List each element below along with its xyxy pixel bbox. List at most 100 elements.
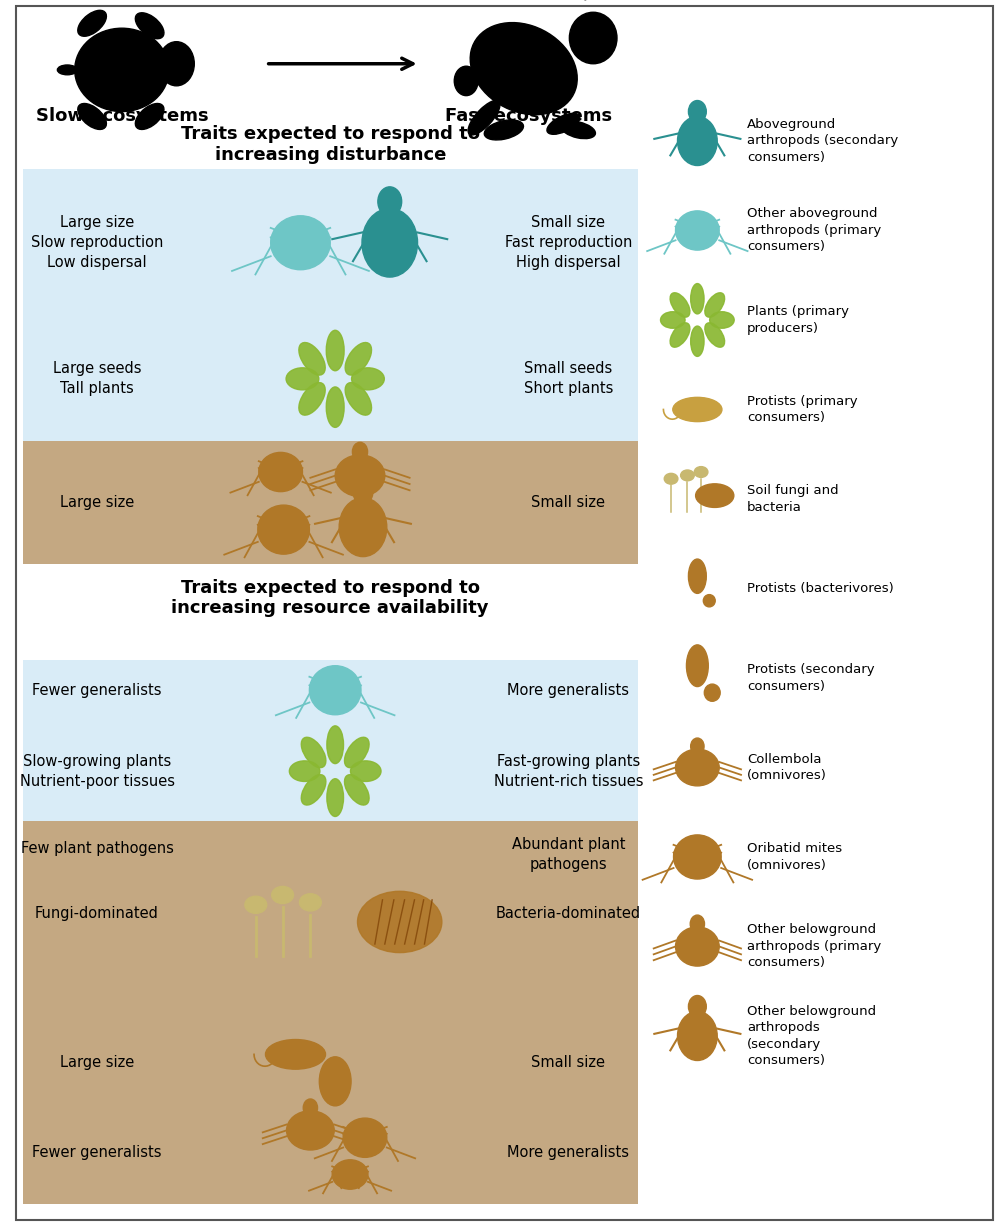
Text: Protists (secondary
consumers): Protists (secondary consumers) — [747, 663, 875, 693]
Ellipse shape — [696, 484, 734, 508]
Circle shape — [690, 915, 705, 933]
Text: More generalists: More generalists — [507, 683, 629, 698]
Ellipse shape — [345, 383, 372, 416]
Text: Large size
Slow reproduction
Low dispersal: Large size Slow reproduction Low dispers… — [31, 216, 163, 270]
Ellipse shape — [676, 211, 719, 250]
Circle shape — [352, 443, 368, 461]
Ellipse shape — [299, 894, 321, 911]
Ellipse shape — [75, 28, 169, 112]
Circle shape — [159, 42, 194, 86]
Ellipse shape — [135, 12, 164, 39]
Ellipse shape — [704, 684, 720, 701]
Ellipse shape — [135, 103, 164, 130]
Circle shape — [362, 208, 418, 277]
Text: Abundant plant
pathogens: Abundant plant pathogens — [512, 837, 625, 872]
Ellipse shape — [705, 293, 725, 318]
Ellipse shape — [358, 891, 442, 953]
Text: Aboveground
arthropods (secondary
consumers): Aboveground arthropods (secondary consum… — [747, 118, 898, 164]
Text: Traits expected to respond to
increasing resource availability: Traits expected to respond to increasing… — [171, 579, 489, 618]
Ellipse shape — [271, 216, 330, 270]
Ellipse shape — [484, 120, 523, 140]
Ellipse shape — [569, 12, 617, 64]
Ellipse shape — [561, 121, 595, 139]
Text: Small size
Fast reproduction
High dispersal: Small size Fast reproduction High disper… — [505, 216, 632, 270]
Circle shape — [678, 116, 717, 166]
Ellipse shape — [344, 775, 369, 805]
Ellipse shape — [470, 22, 577, 115]
Text: Fewer generalists: Fewer generalists — [32, 683, 162, 698]
Circle shape — [378, 186, 402, 216]
Ellipse shape — [286, 368, 319, 390]
Ellipse shape — [661, 311, 685, 329]
Ellipse shape — [245, 896, 267, 913]
Ellipse shape — [691, 283, 704, 314]
Text: Large seeds
Tall plants: Large seeds Tall plants — [53, 362, 141, 396]
Ellipse shape — [319, 1057, 351, 1106]
Ellipse shape — [332, 1160, 368, 1189]
Text: Slow ecosystems: Slow ecosystems — [36, 107, 208, 125]
Ellipse shape — [676, 749, 719, 786]
Ellipse shape — [299, 383, 325, 416]
Text: Fast ecosystems: Fast ecosystems — [445, 107, 612, 125]
Circle shape — [678, 1011, 717, 1060]
FancyBboxPatch shape — [23, 316, 638, 441]
Text: Small seeds
Short plants: Small seeds Short plants — [524, 362, 613, 396]
Circle shape — [353, 479, 373, 504]
Text: Large size: Large size — [60, 495, 134, 510]
FancyBboxPatch shape — [16, 6, 993, 1220]
Ellipse shape — [664, 473, 678, 484]
Ellipse shape — [78, 10, 106, 37]
Ellipse shape — [681, 470, 694, 481]
Ellipse shape — [335, 455, 385, 497]
Text: Fast-growing plants
Nutrient-rich tissues: Fast-growing plants Nutrient-rich tissue… — [494, 754, 643, 788]
Ellipse shape — [289, 761, 320, 781]
Circle shape — [303, 1098, 318, 1117]
Ellipse shape — [259, 452, 302, 492]
Ellipse shape — [78, 103, 106, 130]
Text: Soil fungi and
bacteria: Soil fungi and bacteria — [747, 484, 839, 514]
Circle shape — [688, 996, 706, 1018]
Ellipse shape — [676, 927, 719, 966]
Ellipse shape — [301, 775, 326, 805]
Ellipse shape — [345, 342, 372, 375]
Text: Protists (bacterivores): Protists (bacterivores) — [747, 582, 894, 595]
Ellipse shape — [287, 1111, 334, 1150]
Ellipse shape — [258, 505, 309, 554]
Ellipse shape — [299, 342, 325, 375]
Text: Collembola
(omnivores): Collembola (omnivores) — [747, 753, 827, 782]
Ellipse shape — [57, 65, 77, 75]
Ellipse shape — [691, 326, 704, 357]
Ellipse shape — [705, 322, 725, 347]
Ellipse shape — [547, 113, 580, 135]
Text: Small size: Small size — [531, 1056, 605, 1070]
Ellipse shape — [327, 726, 344, 764]
Text: Fungi-dominated: Fungi-dominated — [35, 906, 159, 921]
FancyBboxPatch shape — [23, 1024, 638, 1204]
Text: Other aboveground
arthropods (primary
consumers): Other aboveground arthropods (primary co… — [747, 207, 881, 254]
Ellipse shape — [344, 737, 369, 767]
Ellipse shape — [272, 886, 294, 904]
FancyBboxPatch shape — [23, 821, 638, 1024]
Ellipse shape — [694, 467, 708, 477]
Ellipse shape — [352, 368, 384, 390]
Ellipse shape — [343, 1118, 387, 1157]
Circle shape — [339, 498, 387, 557]
Ellipse shape — [350, 761, 381, 781]
FancyBboxPatch shape — [23, 721, 638, 821]
Ellipse shape — [670, 293, 690, 318]
Text: More generalists: More generalists — [507, 1145, 629, 1160]
Text: Other belowground
arthropods (primary
consumers): Other belowground arthropods (primary co… — [747, 923, 881, 970]
FancyBboxPatch shape — [23, 169, 638, 316]
Ellipse shape — [326, 330, 344, 370]
Circle shape — [454, 66, 478, 96]
Text: Slow-growing plants
Nutrient-poor tissues: Slow-growing plants Nutrient-poor tissue… — [20, 754, 175, 788]
Text: Bacteria-dominated: Bacteria-dominated — [496, 906, 641, 921]
Text: Fewer generalists: Fewer generalists — [32, 1145, 162, 1160]
Circle shape — [688, 101, 706, 123]
Ellipse shape — [710, 311, 734, 329]
Ellipse shape — [327, 779, 344, 817]
Text: Oribatid mites
(omnivores): Oribatid mites (omnivores) — [747, 842, 842, 872]
Ellipse shape — [326, 387, 344, 428]
FancyBboxPatch shape — [23, 660, 638, 721]
Text: Small size: Small size — [531, 495, 605, 510]
